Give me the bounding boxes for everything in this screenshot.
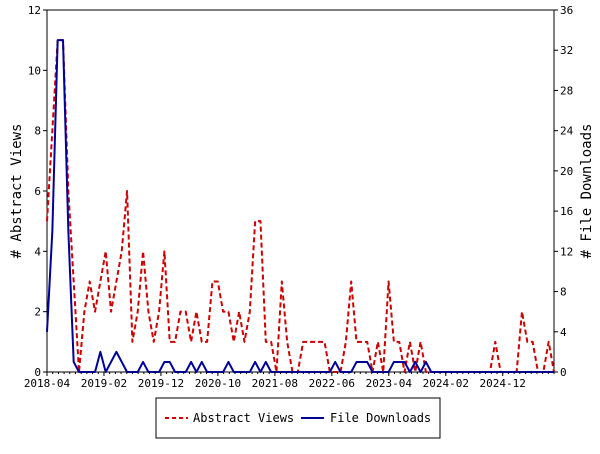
x-tick-label: 2020-10: [195, 377, 241, 390]
y-left-axis: 0 2 4 6 8 10 12: [28, 4, 47, 379]
plot-area: [46, 9, 555, 373]
y-right-tick-label: 12: [560, 245, 573, 258]
legend-label-file-downloads: File Downloads: [330, 411, 431, 425]
x-tick-label: 2019-02: [81, 377, 127, 390]
y-right-tick-label: 0: [560, 366, 567, 379]
x-tick-label: 2022-06: [309, 377, 355, 390]
y-right-tick-label: 32: [560, 44, 573, 57]
x-tick-label: 2024-02: [423, 377, 469, 390]
y-right-axis: 0 4 8 12 16 20 24 28 32 36: [554, 4, 574, 379]
y-right-tick-label: 28: [560, 84, 573, 97]
series-line-file-downloads: [46, 39, 554, 373]
y-right-tick-label: 20: [560, 165, 573, 178]
legend-box: [155, 397, 441, 439]
y-left-tick-label: 6: [34, 185, 41, 198]
plot-frame: [46, 9, 555, 373]
y-right-tick-label: 36: [560, 4, 573, 17]
legend: Abstract Views File Downloads: [155, 397, 441, 439]
y-left-tick-label: 8: [34, 125, 41, 138]
y-left-tick-label: 10: [28, 64, 41, 77]
x-tick-label: 2024-12: [480, 377, 526, 390]
x-axis: 2018-04 2019-02 2019-12 2020-10 2021-08 2022-…: [24, 372, 555, 390]
y-left-tick-label: 2: [34, 306, 41, 319]
y-right-tick-label: 24: [560, 125, 574, 138]
y-left-tick-label: 4: [34, 245, 41, 258]
x-tick-label: 2021-08: [252, 377, 298, 390]
x-tick-label: 2023-04: [366, 377, 413, 390]
y-left-tick-label: 12: [28, 4, 41, 17]
y-left-axis-title: # Abstract Views: [9, 124, 25, 259]
x-tick-label: 2018-04: [24, 377, 71, 390]
y-right-tick-label: 4: [560, 326, 567, 339]
series-line-abstract-views: [46, 39, 555, 373]
legend-label-abstract-views: Abstract Views: [193, 411, 294, 425]
series-layer: [46, 39, 555, 373]
y-right-tick-label: 8: [560, 286, 567, 299]
y-right-tick-label: 16: [560, 205, 573, 218]
y-right-axis-title: # File Downloads: [579, 124, 595, 259]
x-tick-label: 2019-12: [138, 377, 184, 390]
y-left-tick-label: 0: [34, 366, 41, 379]
